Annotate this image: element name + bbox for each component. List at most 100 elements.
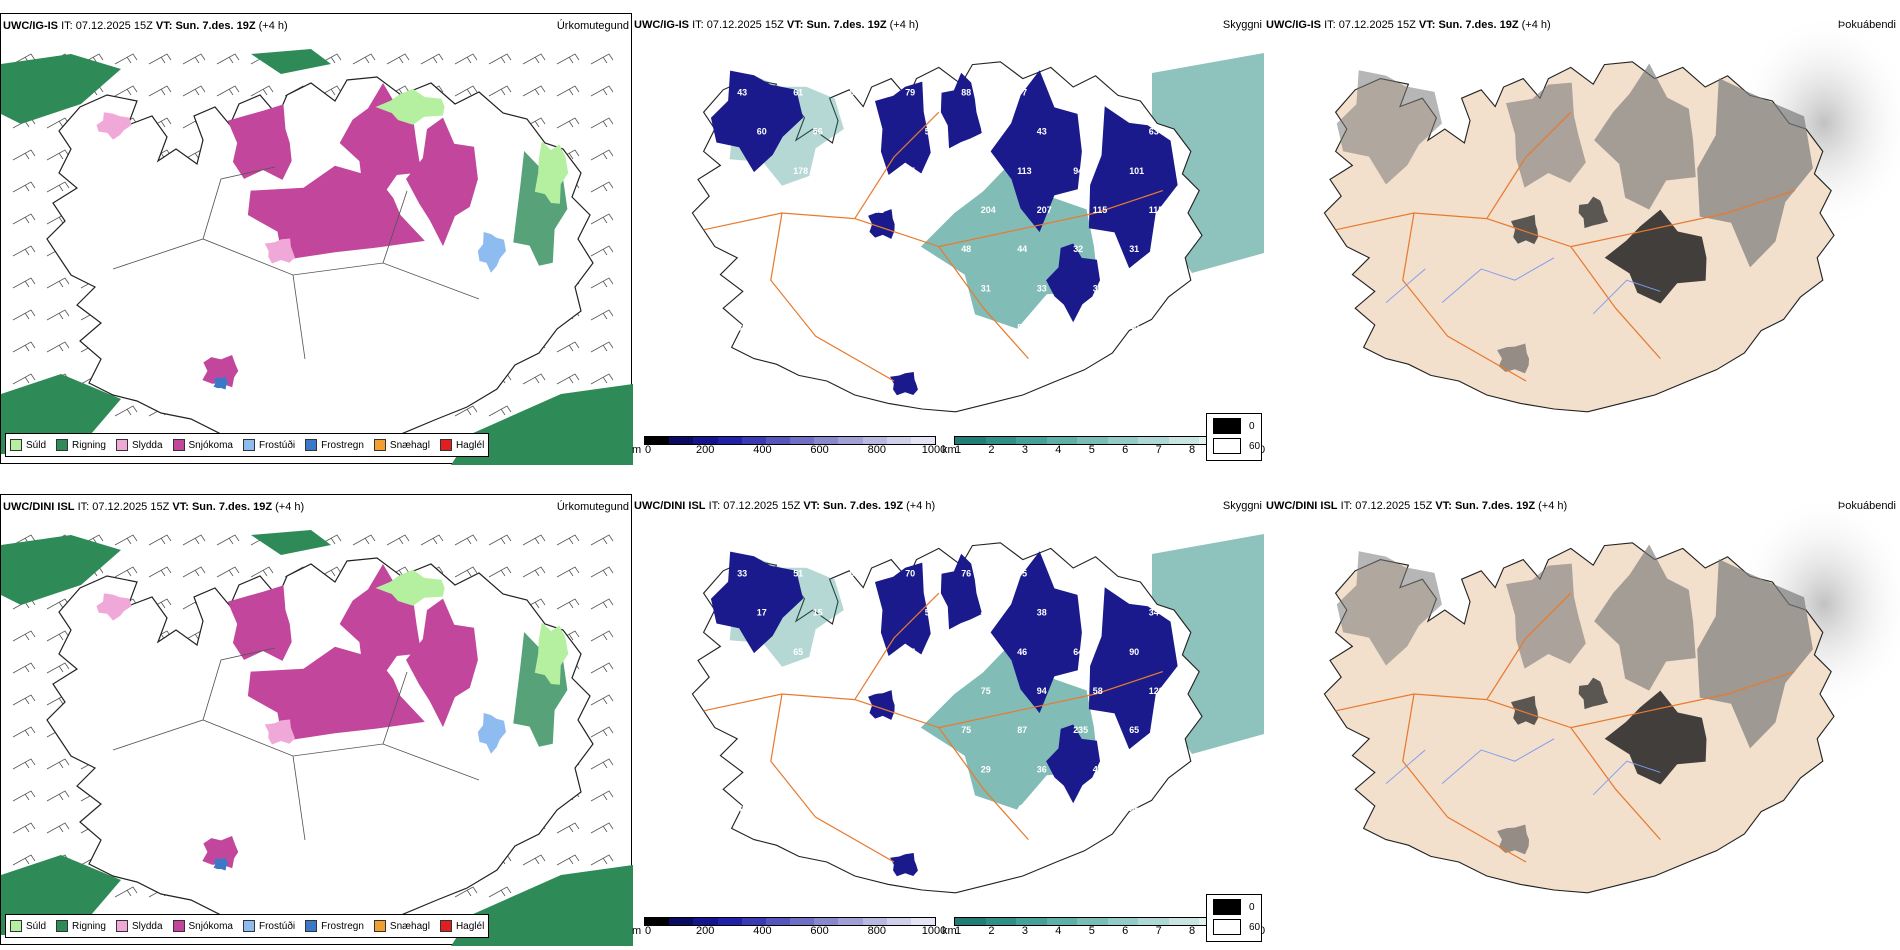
cloud-base-label: 38	[905, 323, 915, 333]
colorbar-segment	[985, 437, 1016, 444]
cloud-title-row2: Skyggni	[1222, 500, 1262, 512]
colorbar-segment	[814, 918, 839, 925]
iceland-outline	[46, 76, 594, 453]
precip-legend-row1: Súld Rigning Slydda Snjókoma Frostúði Frostre…	[5, 433, 490, 457]
colorbar-segment	[886, 437, 911, 444]
colorbar-segment	[910, 437, 936, 444]
cloud-base-label: 32	[1073, 244, 1083, 254]
cloud-base-label: 43	[1037, 127, 1047, 137]
field-patch	[213, 376, 228, 390]
fog-legend-swatch	[1213, 899, 1241, 915]
field-patch	[1046, 724, 1101, 804]
sea-rain-patch	[451, 865, 633, 946]
cloud-base-label: 77	[1017, 87, 1027, 97]
colorbar-segment	[838, 437, 863, 444]
precip-panel-row2: UWC/DINI ISL IT: 07.12.2025 15Z VT: Sun.…	[0, 494, 633, 946]
colorbar-tick-label: 600	[810, 925, 829, 937]
field-patch	[213, 857, 228, 871]
cloud-base-label: 162	[849, 725, 864, 735]
cloud-base-label: 80	[961, 804, 971, 814]
cloud-base-label: 60	[849, 166, 859, 176]
sea-rain-patch	[451, 384, 633, 465]
colorbar-segment	[886, 918, 911, 925]
precip-legend-item: Haglél	[439, 439, 484, 451]
colorbar-segment	[741, 437, 766, 444]
field-patch	[406, 598, 478, 728]
cloud-base-label: 15	[813, 608, 823, 618]
cloud-base-label: 79	[905, 87, 915, 97]
colorbar-tick-label: 1	[954, 925, 962, 937]
cloud-base-label: 38	[737, 647, 747, 657]
colorbar-tick-label: 3	[1021, 925, 1028, 937]
cloud-base-label: 48	[961, 244, 971, 254]
legend-label: Snjókoma	[188, 439, 233, 451]
precip-legend-item: Snæhagl	[373, 920, 430, 932]
colorbar-segment	[693, 918, 718, 925]
precip-legend-item: Rigning	[56, 439, 106, 451]
cloud-panel-row1: UWC/IG-IS IT: 07.12.2025 15Z VT: Sun. 7.…	[632, 13, 1265, 466]
colorbar-segment	[717, 918, 742, 925]
colorbar-segment	[765, 918, 791, 925]
cloud-base-label: 204	[981, 205, 996, 215]
colorbar-segment	[985, 918, 1016, 925]
precip-legend-item: Frostúði	[242, 920, 295, 932]
legend-swatch	[56, 920, 69, 932]
field-patch	[1506, 82, 1586, 188]
cloud-base-label: 46	[1017, 647, 1027, 657]
fog-legend-label: 0	[1249, 901, 1255, 913]
legend-label: Snæhagl	[389, 439, 430, 451]
colorbar-tick-label: 600	[810, 444, 829, 456]
field-patch	[1510, 695, 1539, 726]
cloud-base-colorbar-row1: m 0 200 400 600 800 1000	[632, 436, 946, 466]
cloud-base-label: 39	[737, 323, 747, 333]
precip-legend-row2: Súld Rigning Slydda Snjókoma Frostúði Frostre…	[5, 914, 490, 938]
field-patch	[710, 551, 803, 654]
precip-legend-item: Slydda	[115, 920, 163, 932]
precip-legend-item: Snjókoma	[172, 920, 233, 932]
precip-header-row1: UWC/IG-IS IT: 07.12.2025 15Z VT: Sun. 7.…	[3, 20, 288, 32]
field-patch	[1497, 343, 1530, 374]
cloud-base-label: 106	[813, 205, 828, 215]
cloud-base-label: 74	[793, 323, 803, 333]
cloud-base-label: 105	[793, 244, 808, 254]
legend-swatch	[439, 439, 452, 451]
precip-map-row1	[1, 49, 633, 465]
cloud-base-label: 54	[905, 244, 915, 254]
precip-legend-item: Snjókoma	[172, 439, 233, 451]
legend-label: Frostregn	[321, 439, 364, 451]
cloud-base-label: 67	[1073, 804, 1083, 814]
cloud-base-label: 81	[1129, 568, 1139, 578]
precip-legend-item: Rigning	[56, 920, 106, 932]
field-patch	[890, 852, 918, 877]
colorbar-tick-label: 8	[1189, 925, 1196, 937]
field-patch	[874, 81, 931, 175]
legend-label: Súld	[26, 439, 47, 451]
field-patch	[1594, 544, 1696, 691]
precip-legend-item: Snæhagl	[373, 439, 430, 451]
cloud-base-label: 33	[1093, 608, 1103, 618]
field-patch	[1088, 587, 1178, 750]
cloud-base-label: 33	[1073, 323, 1083, 333]
field-patch	[227, 585, 292, 661]
cloud-base-label: 17	[757, 608, 767, 618]
field-patch	[477, 231, 507, 273]
fog-panel-row1: UWC/IG-IS IT: 07.12.2025 15Z VT: Sun. 7.…	[1206, 13, 1900, 464]
cloud-header-row1: UWC/IG-IS IT: 07.12.2025 15Z VT: Sun. 7.…	[634, 19, 919, 31]
colorbar-tick-label: 200	[696, 925, 715, 937]
cloud-base-label: 65	[905, 166, 915, 176]
colorbar-tick-label: 1000	[921, 925, 947, 937]
colorbar-segment	[790, 437, 815, 444]
field-patch	[1594, 63, 1696, 210]
colorbar-strip	[644, 436, 936, 445]
colorbar-tick-label: 800	[867, 444, 886, 456]
field-patch	[534, 622, 569, 685]
cloud-base-label: 45	[793, 804, 803, 814]
colorbar-segment	[765, 437, 791, 444]
fog-map-row2	[1323, 494, 1900, 894]
cloud-base-label: 70	[905, 568, 915, 578]
cloud-base-label: 58	[1093, 686, 1103, 696]
fog-legend-swatch	[1213, 438, 1241, 454]
fog-legend-row: 60	[1213, 919, 1260, 935]
colorbar-segment	[645, 437, 670, 444]
road-network	[703, 592, 1163, 863]
